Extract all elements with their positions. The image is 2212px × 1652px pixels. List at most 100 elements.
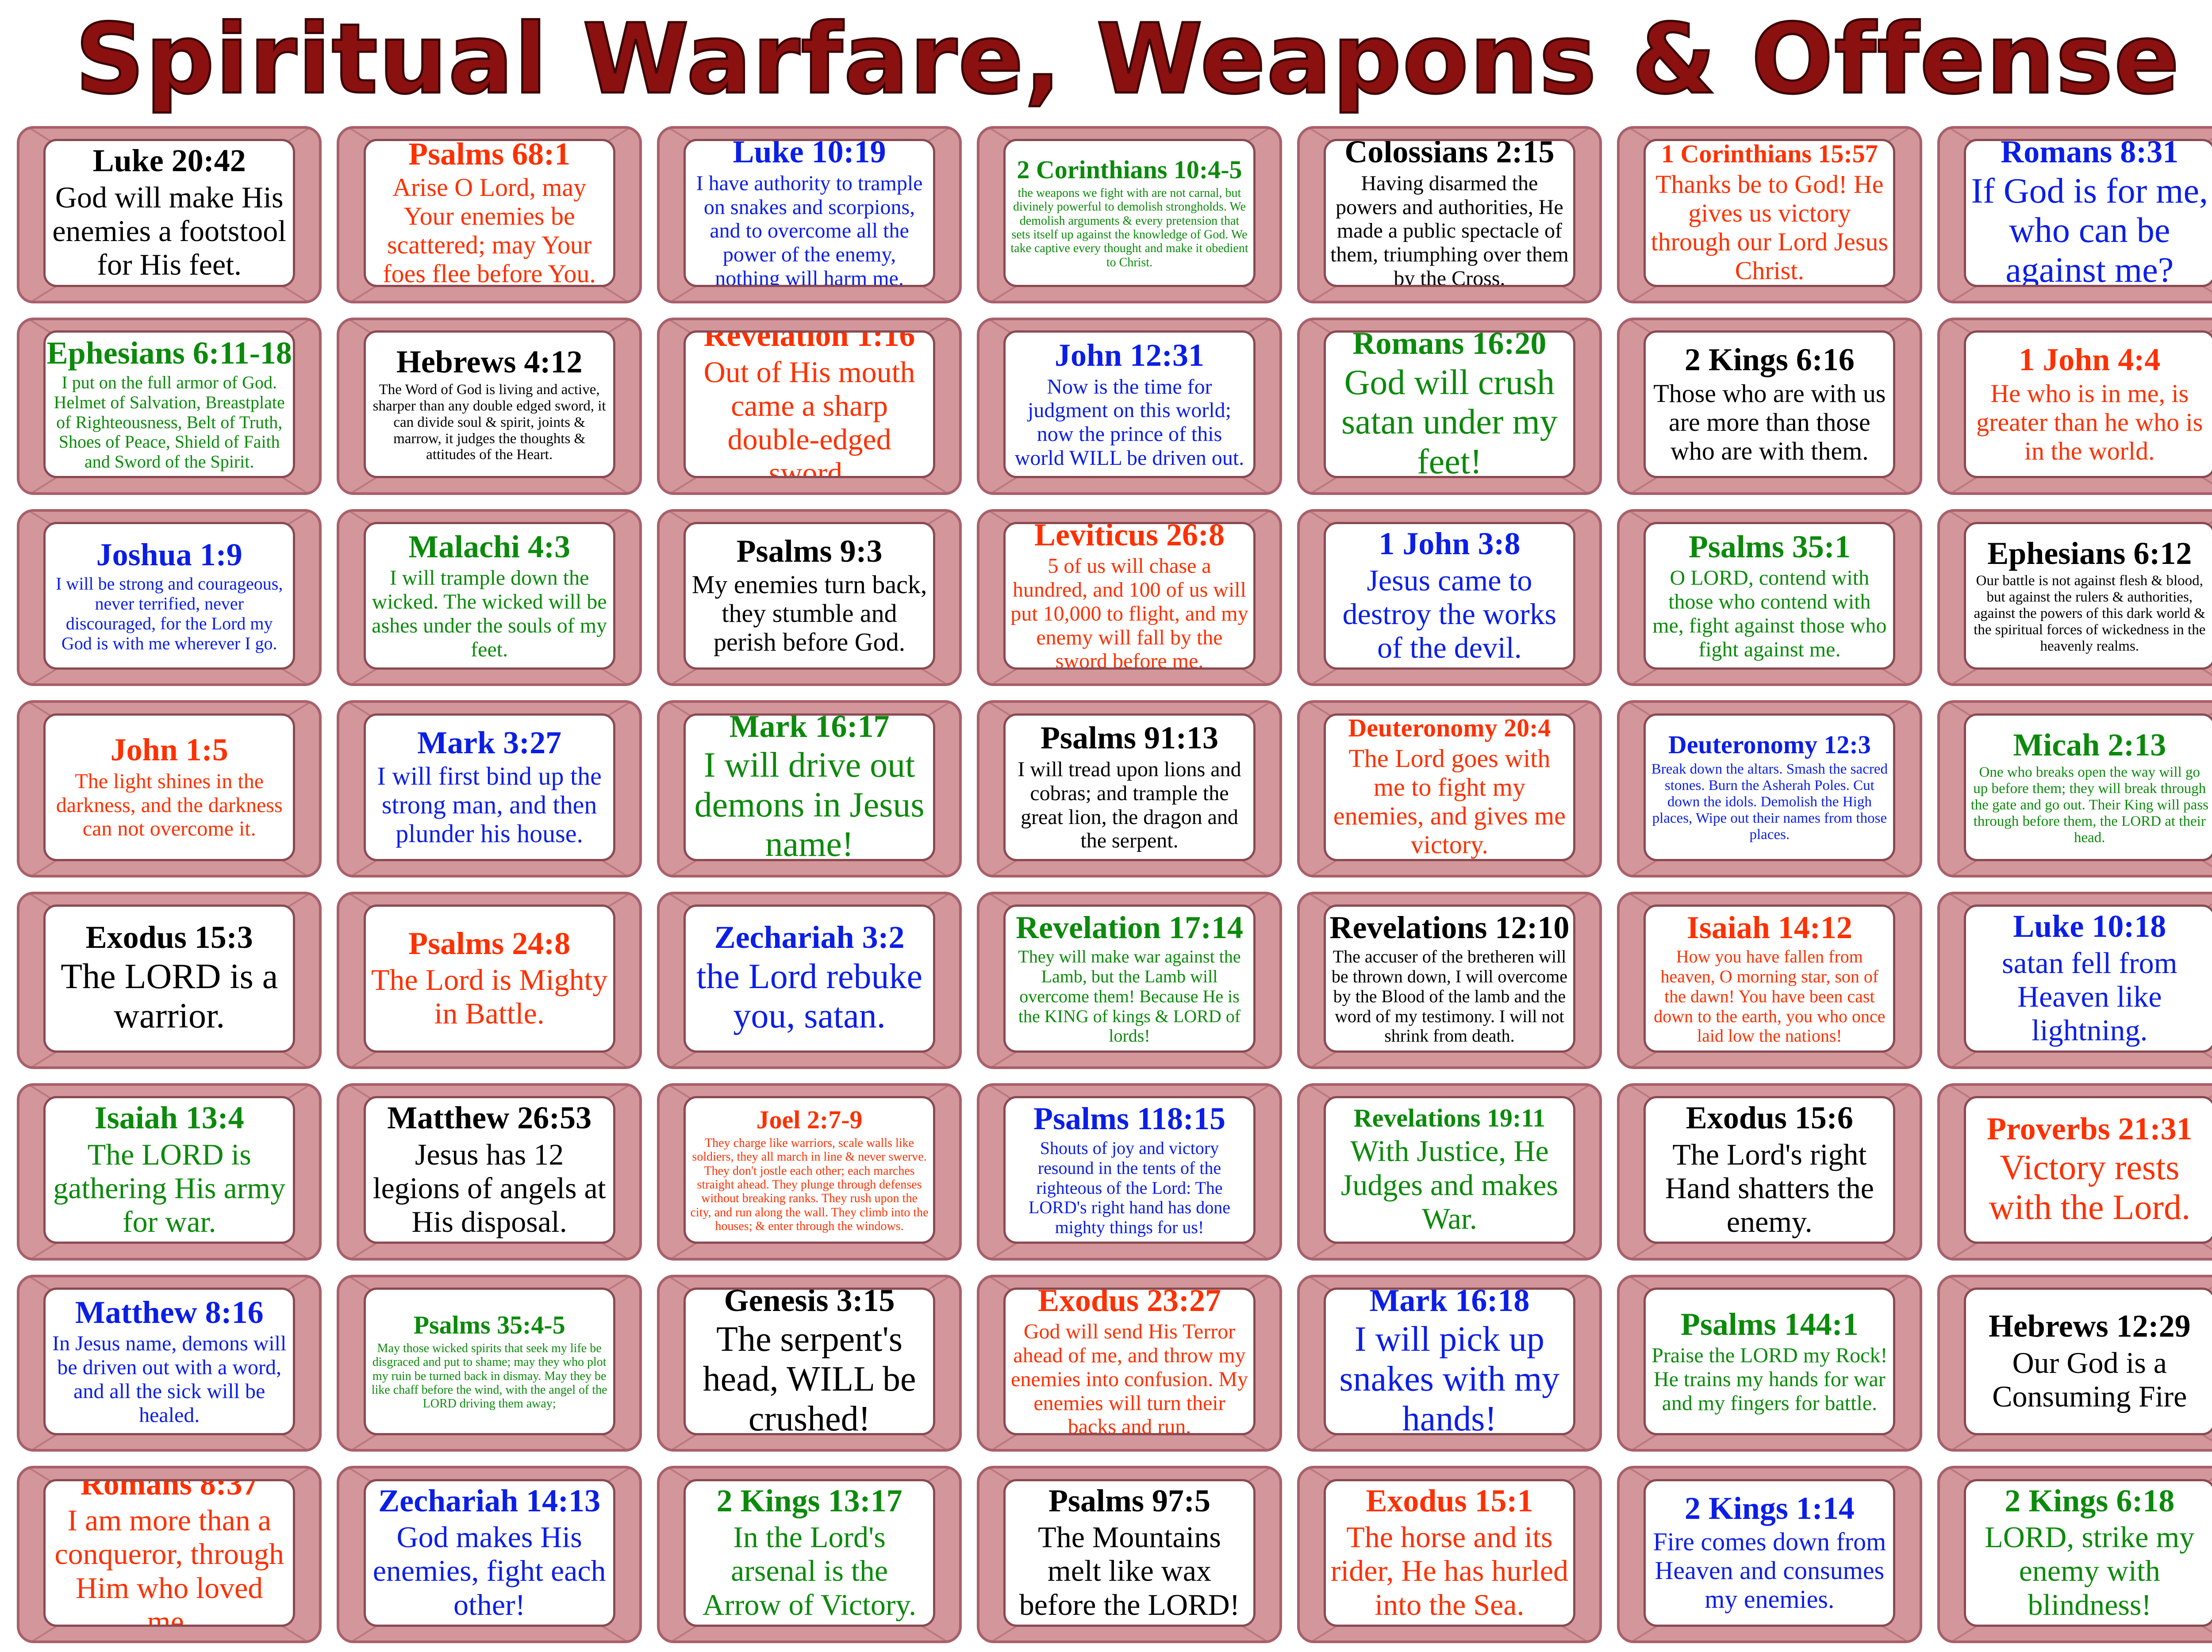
verse-grid: Luke 20:42 God will make His enemies a fo… <box>17 126 2212 1643</box>
verse-text: Having disarmed the powers and authoriti… <box>1330 171 1569 287</box>
verse-card: Matthew 26:53 Jesus has 12 legions of ang… <box>363 1096 615 1244</box>
verse-card: Malachi 4:3 I will trample down the wicke… <box>363 521 615 670</box>
verse-card: Luke 10:19 I have authority to trample on… <box>684 139 936 287</box>
verse-tile: Psalms 144:1 Praise the LORD my Rock! He … <box>1617 1274 1922 1452</box>
verse-reference: Genesis 3:15 <box>724 1287 895 1318</box>
verse-tile: Revelation 1:16 Out of His mouth came a s… <box>657 317 962 495</box>
verse-reference: Ephesians 6:11-18 <box>46 335 292 371</box>
verse-tile: 2 Kings 6:16 Those who are with us are mo… <box>1617 317 1922 495</box>
verse-tile: Exodus 15:1 The horse and its rider, He h… <box>1297 1466 1602 1643</box>
verse-tile: 1 Corinthians 15:57 Thanks be to God! He … <box>1617 126 1922 303</box>
verse-card: 2 Kings 1:14 Fire comes down from Heaven … <box>1644 1479 1896 1627</box>
verse-text: The serpent's head, WILL be crushed! <box>703 1320 916 1436</box>
verse-tile: 2 Corinthians 10:4-5 the weapons we fight… <box>977 126 1282 303</box>
verse-reference: Deuteronomy 20:4 <box>1348 713 1551 743</box>
verse-card: Joshua 1:9 I will be strong and courageou… <box>43 521 296 670</box>
verse-reference: Exodus 15:1 <box>1366 1483 1533 1518</box>
verse-reference: Matthew 26:53 <box>387 1100 592 1136</box>
verse-card: Colossians 2:15 Having disarmed the power… <box>1323 139 1575 287</box>
verse-reference: Malachi 4:3 <box>408 529 571 564</box>
verse-card: Zechariah 14:13 God makes His enemies, fi… <box>363 1479 615 1627</box>
verse-tile: Hebrews 12:29 Our God is a Consuming Fire <box>1937 1274 2212 1452</box>
verse-tile: Ephesians 6:12 Our battle is not against … <box>1937 509 2212 686</box>
verse-tile: Proverbs 21:31 Victory rests with the Lor… <box>1937 1083 2212 1261</box>
verse-reference: 1 John 3:8 <box>1379 525 1521 561</box>
verse-tile: 1 John 3:8 Jesus came to destroy the work… <box>1297 509 1602 686</box>
verse-text: Those who are with us are more than thos… <box>1653 379 1886 465</box>
verse-tile: Romans 8:37 I am more than a conqueror, t… <box>17 1466 322 1643</box>
verse-tile: Leviticus 26:8 5 of us will chase a hundr… <box>977 509 1282 686</box>
verse-text: Thanks be to God! He gives us victory th… <box>1651 170 1889 285</box>
verse-text: The light shines in the darkness, and th… <box>56 769 283 841</box>
verse-card: Exodus 15:6 The Lord's right Hand shatter… <box>1644 1096 1896 1244</box>
verse-reference: Isaiah 13:4 <box>94 1100 244 1136</box>
verse-reference: John 12:31 <box>1054 337 1205 373</box>
verse-tile: Colossians 2:15 Having disarmed the power… <box>1297 126 1602 303</box>
verse-card: Mark 16:18 I will pick up snakes with my … <box>1323 1287 1575 1436</box>
verse-card: Deuteronomy 12:3 Break down the altars. S… <box>1644 713 1896 861</box>
verse-reference: Psalms 68:1 <box>408 139 571 172</box>
verse-reference: Psalms 9:3 <box>736 533 883 569</box>
verse-card: Psalms 35:1 O LORD, contend with those wh… <box>1644 521 1896 670</box>
verse-reference: Romans 8:31 <box>2001 139 2179 170</box>
verse-reference: Proverbs 21:31 <box>1986 1111 2193 1146</box>
verse-text: The Word of God is living and active, sh… <box>373 381 606 463</box>
verse-reference: Psalms 144:1 <box>1680 1306 1859 1342</box>
verse-text: They will make war against the Lamb, but… <box>1018 947 1241 1046</box>
verse-text: If God is for me, who can be against me? <box>1971 171 2208 287</box>
verse-reference: 2 Kings 6:18 <box>2005 1483 2175 1518</box>
verse-reference: Leviticus 26:8 <box>1034 521 1225 552</box>
verse-tile: Exodus 23:27 God will send His Terror ahe… <box>977 1274 1282 1452</box>
verse-text: With Justice, He Judges and makes War. <box>1340 1134 1558 1235</box>
verse-reference: Mark 3:27 <box>417 724 562 760</box>
verse-text: Praise the LORD my Rock! He trains my ha… <box>1651 1344 1888 1415</box>
verse-card: Deuteronomy 20:4 The Lord goes with me to… <box>1323 713 1575 861</box>
verse-reference: Revelations 12:10 <box>1329 909 1570 945</box>
verse-text: O LORD, contend with those who contend w… <box>1652 566 1887 661</box>
verse-text: satan fell from Heaven like lightning. <box>2002 946 2177 1047</box>
verse-text: I will be strong and courageous, never t… <box>56 574 283 653</box>
verse-tile: Deuteronomy 20:4 The Lord goes with me to… <box>1297 700 1602 878</box>
verse-card: Mark 3:27 I will first bind up the strong… <box>363 713 615 861</box>
verse-reference: Revelation 1:16 <box>703 330 915 353</box>
verse-reference: Luke 10:19 <box>733 139 886 170</box>
verse-tile: Luke 10:18 satan fell from Heaven like li… <box>1937 892 2212 1069</box>
verse-reference: Exodus 23:27 <box>1037 1287 1221 1318</box>
verse-reference: 2 Kings 1:14 <box>1684 1490 1855 1526</box>
verse-text: The LORD is gathering His army for war. <box>53 1137 286 1239</box>
verse-card: Luke 10:18 satan fell from Heaven like li… <box>1963 905 2212 1053</box>
verse-reference: Matthew 8:16 <box>75 1294 264 1330</box>
verse-text: One who breaks open the way will go up b… <box>1970 764 2208 846</box>
verse-tile: Romans 16:20 God will crush satan under m… <box>1297 317 1602 495</box>
verse-text: Our God is a Consuming Fire <box>1992 1345 2187 1413</box>
verse-text: God makes His enemies, fight each other! <box>373 1520 606 1621</box>
verse-tile: Revelations 12:10 The accuser of the bret… <box>1297 892 1602 1069</box>
verse-tile: 2 Kings 1:14 Fire comes down from Heaven … <box>1617 1466 1922 1643</box>
verse-text: I have authority to trample on snakes an… <box>696 171 923 287</box>
verse-text: Break down the altars. Smash the sacred … <box>1651 761 1888 843</box>
verse-card: 2 Kings 13:17 In the Lord's arsenal is th… <box>684 1479 936 1627</box>
verse-text: The Lord's right Hand shatters the enemy… <box>1665 1137 1874 1239</box>
verse-tile: Revelations 19:11 With Justice, He Judges… <box>1297 1083 1602 1261</box>
verse-text: I put on the full armor of God. Helmet o… <box>54 372 285 472</box>
verse-reference: 2 Kings 6:16 <box>1684 342 1855 377</box>
verse-tile: Joel 2:7-9 They charge like warriors, sca… <box>657 1083 962 1261</box>
verse-card: Luke 20:42 God will make His enemies a fo… <box>43 139 296 287</box>
verse-card: Exodus 15:1 The horse and its rider, He h… <box>1323 1479 1575 1627</box>
verse-reference: Psalms 118:15 <box>1033 1101 1225 1137</box>
verse-reference: Mark 16:18 <box>1369 1287 1530 1318</box>
verse-reference: Joshua 1:9 <box>96 537 242 572</box>
verse-card: Revelation 17:14 They will make war again… <box>1003 905 1256 1053</box>
verse-reference: 1 John 4:4 <box>2019 342 2161 377</box>
verse-card: Genesis 3:15 The serpent's head, WILL be … <box>684 1287 936 1436</box>
verse-text: I will drive out demons in Jesus name! <box>694 746 925 861</box>
verse-card: Psalms 97:5 The Mountains melt like wax b… <box>1003 1479 1256 1627</box>
verse-text: Fire comes down from Heaven and consumes… <box>1653 1527 1886 1614</box>
verse-tile: John 1:5 The light shines in the darkness… <box>17 700 322 878</box>
verse-tile: Revelation 17:14 They will make war again… <box>977 892 1282 1069</box>
verse-reference: Romans 16:20 <box>1352 330 1547 361</box>
verse-tile: Exodus 15:3 The LORD is a warrior. <box>17 892 322 1069</box>
verse-reference: Revelation 17:14 <box>1016 909 1243 945</box>
verse-card: Matthew 8:16 In Jesus name, demons will b… <box>43 1287 296 1436</box>
verse-text: Out of His mouth came a sharp double-edg… <box>703 355 915 479</box>
